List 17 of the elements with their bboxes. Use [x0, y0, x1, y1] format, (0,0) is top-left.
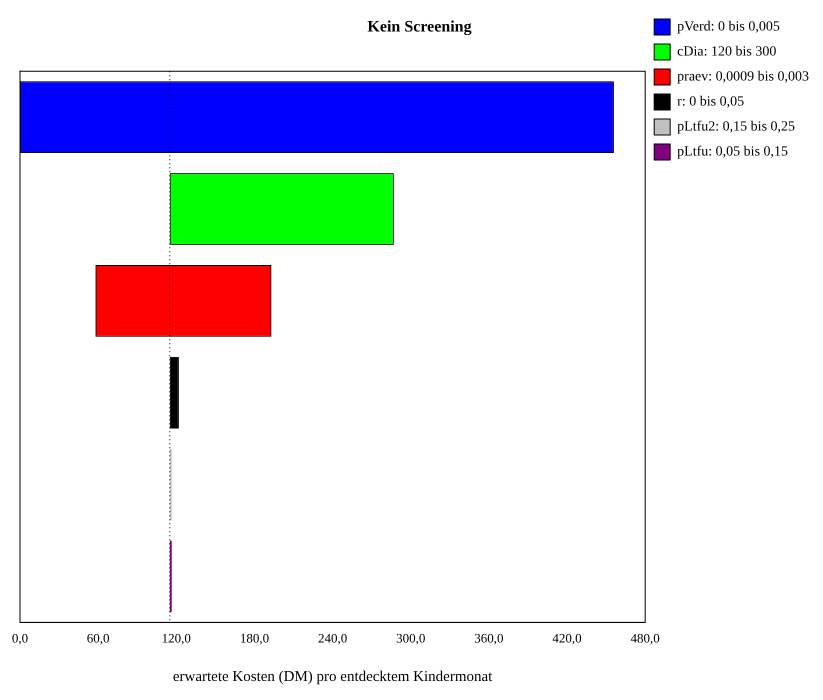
x-tick-label: 360,0: [474, 630, 504, 646]
legend-label: cDia: 120 bis 300: [677, 44, 776, 60]
x-tick-label: 420,0: [552, 630, 582, 646]
x-tick-label: 480,0: [630, 630, 660, 646]
x-tick-label: 60,0: [86, 630, 110, 646]
x-axis-title: erwartete Kosten (DM) pro entdecktem Kindermonat: [172, 668, 494, 685]
legend-label: pLtfu2: 0,15 bis 0,25: [677, 120, 796, 135]
x-tick-label: 300,0: [396, 630, 426, 646]
x-tick-label: 0,0: [12, 630, 28, 646]
legend-label: pVerd: 0 bis 0,005: [677, 20, 780, 35]
x-tick-label: 180,0: [240, 630, 270, 646]
x-tick-label: 240,0: [318, 630, 348, 646]
legend-label: r: 0 bis 0,05: [677, 94, 744, 110]
x-tick-label: 120,0: [162, 630, 191, 646]
legend-label: pLtfu: 0,05 bis 0,15: [677, 144, 788, 160]
legend-label: praev: 0,0009 bis 0,003: [677, 70, 810, 85]
chart-title: Kein Screening: [367, 18, 472, 36]
